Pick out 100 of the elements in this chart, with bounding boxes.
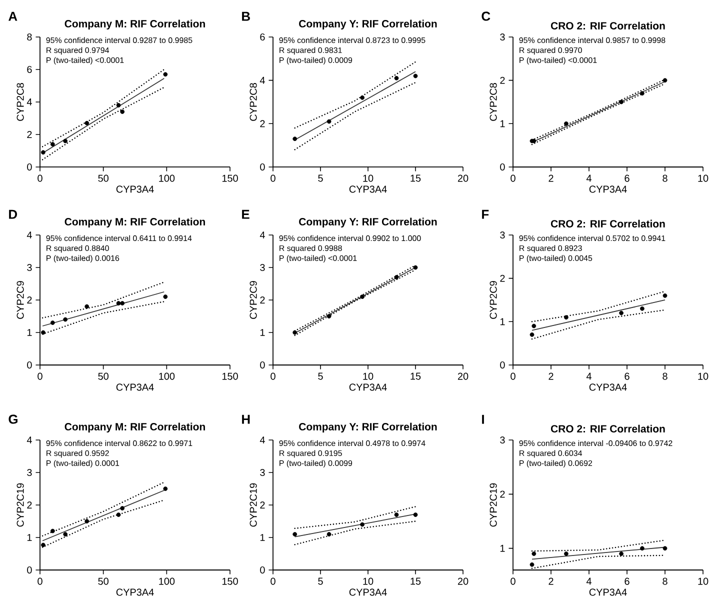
- x-tick-label: 50: [98, 372, 108, 380]
- point: [50, 528, 55, 534]
- point: [413, 512, 418, 517]
- x-tick-label: 8: [662, 174, 668, 182]
- y-tick-label: 8: [27, 33, 32, 41]
- point: [84, 304, 90, 309]
- x-tick-label: 100: [159, 372, 175, 380]
- point: [116, 103, 121, 108]
- chart-title: Company M: RIF Correlation: [64, 218, 205, 228]
- point: [116, 301, 121, 306]
- point: [662, 293, 668, 298]
- x-tick-label: 100: [159, 578, 175, 585]
- chart-title: Company M: RIF Correlation: [64, 20, 205, 30]
- text: B: [242, 12, 250, 21]
- y-tick-label: 1: [260, 534, 265, 541]
- point: [530, 332, 534, 337]
- x-tick-label: 2: [548, 578, 554, 585]
- y-tick-label: 6: [260, 33, 265, 41]
- x-tick-label: 6: [624, 174, 630, 182]
- point: [84, 519, 90, 524]
- y-tick-label: 4: [26, 436, 32, 444]
- point: [360, 95, 364, 100]
- y-axis-title: CYP2C8: [16, 83, 24, 121]
- y-tick-label: 1: [27, 534, 32, 541]
- text: H: [242, 414, 250, 424]
- point: [394, 76, 399, 80]
- x-tick-label: 0: [510, 372, 516, 380]
- x-tick-label: 4: [586, 174, 592, 182]
- x-tick-label: 10: [363, 578, 374, 585]
- point: [326, 314, 332, 318]
- y-tick-label: 0: [27, 163, 32, 171]
- x-tick-label: 15: [410, 372, 421, 380]
- x-tick-label: 0: [38, 578, 42, 585]
- x-tick-label: 0: [38, 372, 42, 380]
- point: [40, 150, 46, 155]
- x-tick-label: 0: [270, 372, 276, 380]
- x-tick-label: 8: [662, 372, 668, 380]
- point: [640, 306, 644, 311]
- point: [564, 121, 568, 126]
- y-tick-label: 4: [260, 76, 265, 84]
- point: [413, 265, 418, 270]
- y-tick-label: 2: [260, 120, 265, 128]
- y-tick-label: 2: [260, 296, 265, 304]
- point: [63, 317, 68, 322]
- point: [116, 512, 121, 517]
- y-tick-label: 1: [260, 329, 265, 336]
- x-tick-label: 10: [698, 578, 708, 585]
- point: [662, 546, 668, 551]
- y-tick-label: 0: [260, 163, 265, 171]
- y-tick-label: 1: [500, 544, 505, 552]
- y-tick-label: 4: [26, 232, 32, 238]
- x-tick-label: 15: [410, 174, 421, 182]
- point: [532, 552, 536, 556]
- x-axis-title: CYP3A4: [116, 588, 154, 596]
- text: D: [9, 210, 18, 219]
- x-tick-label: 20: [458, 174, 468, 182]
- point: [84, 120, 90, 126]
- x-tick-label: 0: [38, 174, 42, 182]
- y-axis-title: CYP2C9: [16, 281, 24, 319]
- y-axis-title: CYP2C8: [490, 83, 497, 121]
- x-tick-label: 6: [624, 372, 630, 380]
- x-axis-title: CYP3A4: [589, 186, 627, 193]
- point: [394, 275, 399, 280]
- y-axis-title: CYP2C9: [490, 281, 497, 319]
- text: I: [482, 414, 484, 424]
- point: [532, 324, 536, 328]
- point: [163, 486, 168, 491]
- y-tick-label: 0: [500, 163, 505, 171]
- chart-title: Company M: RIF Correlation: [64, 422, 205, 432]
- point: [394, 512, 399, 517]
- point: [326, 119, 332, 124]
- x-tick-label: 2: [548, 174, 554, 182]
- x-tick-label: 0: [510, 174, 516, 182]
- y-tick-label: 6: [27, 66, 32, 74]
- point: [50, 320, 55, 325]
- point: [326, 532, 332, 536]
- point: [163, 294, 168, 299]
- point: [640, 546, 644, 551]
- point: [63, 532, 68, 536]
- x-tick-label: 0: [270, 174, 276, 182]
- x-axis-title: CYP3A4: [349, 588, 387, 596]
- text: A: [8, 12, 18, 21]
- x-tick-label: 4: [586, 578, 592, 585]
- chart-title: CRO 2: RIF Correlation: [550, 22, 665, 30]
- y-axis-title: CYP2C19: [250, 483, 257, 527]
- chart-title: Company Y: RIF Correlation: [299, 218, 437, 228]
- point: [619, 100, 624, 104]
- x-tick-label: 10: [363, 174, 374, 182]
- point: [120, 506, 125, 510]
- y-tick-label: 3: [27, 468, 32, 476]
- x-tick-label: 50: [98, 174, 108, 182]
- x-tick-label: 5: [318, 174, 323, 182]
- x-tick-label: 15: [410, 578, 421, 585]
- x-axis-title: CYP3A4: [589, 384, 627, 391]
- x-tick-label: 20: [458, 372, 468, 380]
- x-tick-label: 10: [698, 174, 708, 182]
- y-tick-label: 3: [500, 436, 505, 444]
- point: [413, 74, 418, 78]
- y-axis-title: CYP2C8: [250, 83, 257, 121]
- point: [640, 91, 644, 96]
